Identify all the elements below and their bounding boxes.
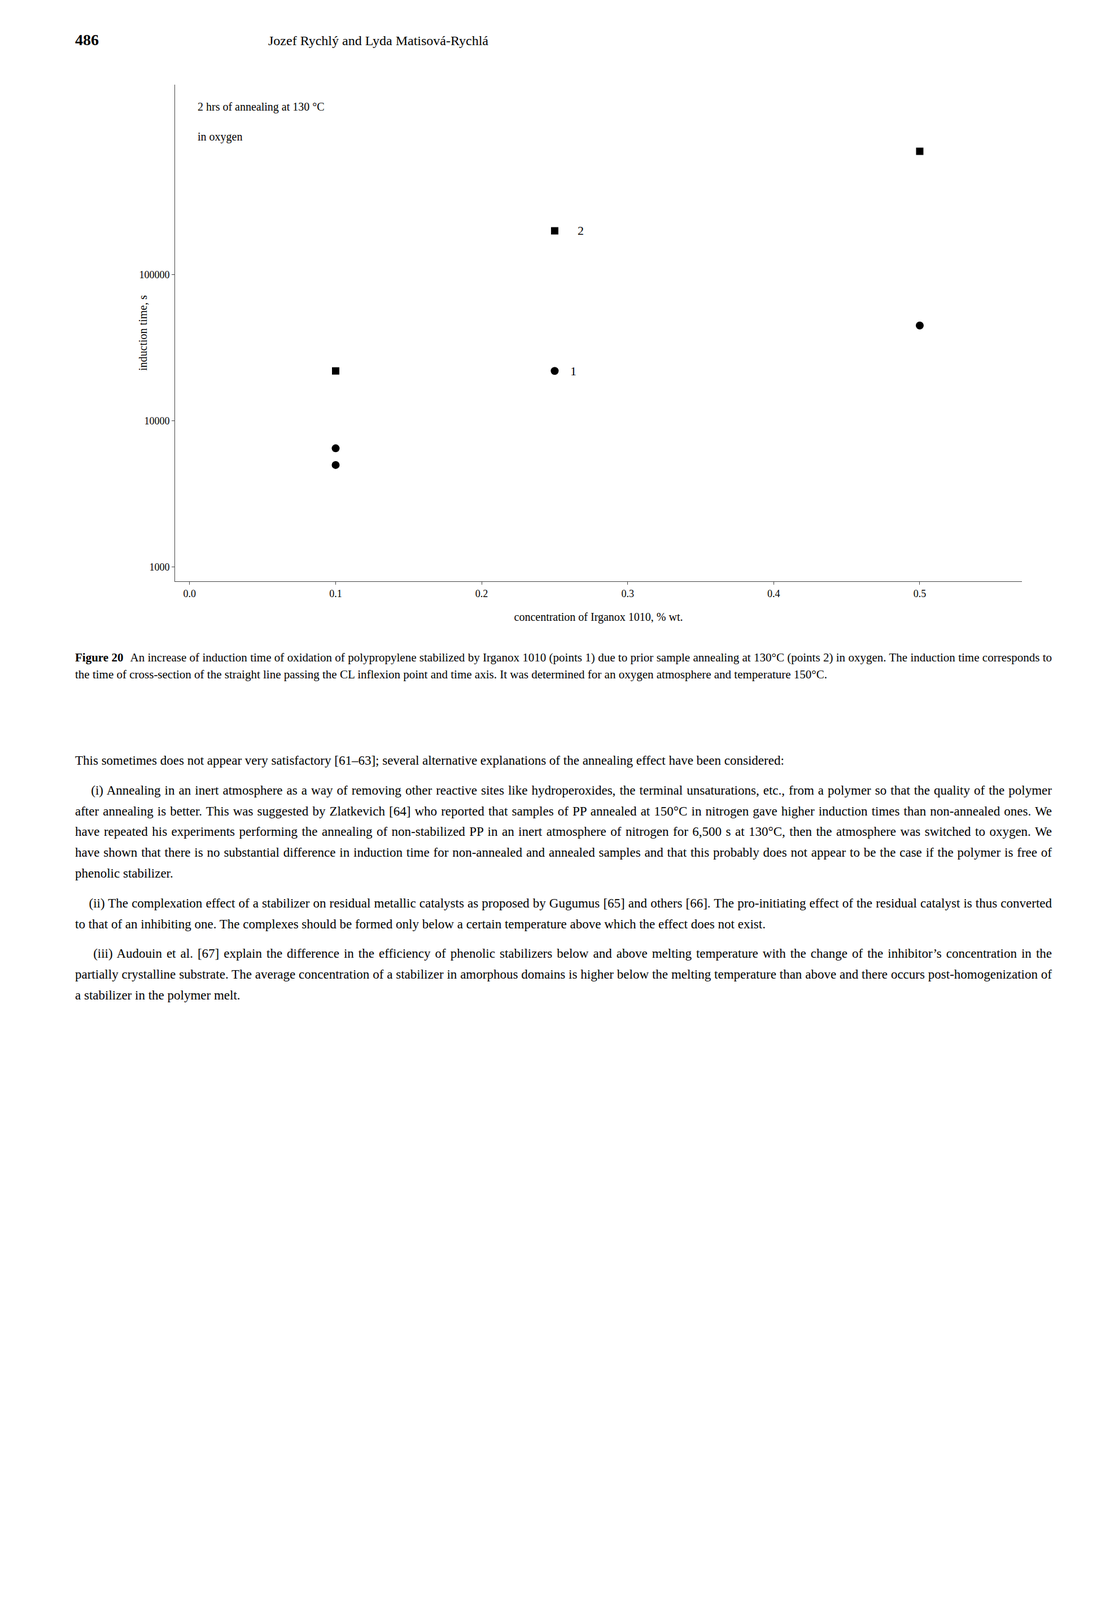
svg-text:0.1: 0.1 [329,588,343,600]
svg-text:0.5: 0.5 [913,588,927,600]
svg-text:induction time, s: induction time, s [136,295,150,371]
svg-text:0.0: 0.0 [183,588,197,600]
svg-text:10000: 10000 [143,415,170,427]
html-text:An increase of induction time: An increase of induction time of oxidati… [75,651,1052,682]
svg-text:0.4: 0.4 [767,588,781,600]
html-text:This sometimes does not appear: This sometimes does not appear very sati… [75,753,785,768]
html-text:Jozef Rychlý and Lyda Matisová: Jozef Rychlý and Lyda Matisová-Rychlá [268,33,489,48]
html-text:(iii) Audouin et al. [67] expl: (iii) Audouin et al. [67] explain the di… [75,947,1056,1003]
svg-text:2: 2 [577,223,584,238]
svg-text:0.3: 0.3 [621,588,635,600]
html-text:486: 486 [75,31,99,49]
svg-text:1000: 1000 [149,561,170,574]
svg-text:1: 1 [570,364,577,379]
svg-text:2 hrs of annealing at 130 °C: 2 hrs of annealing at 130 °C [197,100,325,114]
svg-text:in oxygen: in oxygen [197,130,243,144]
html-text:Figure 20: Figure 20 [75,651,124,665]
html-text:(ii) The complexation effect o: (ii) The complexation effect of a stabil… [75,896,1056,932]
svg-text:0.2: 0.2 [475,588,489,600]
svg-text:100000: 100000 [138,269,170,281]
html-text:(i) Annealing in an inert atmo: (i) Annealing in an inert atmosphere as … [75,783,1056,881]
svg-text:concentration of Irganox 1010,: concentration of Irganox 1010, % wt. [514,610,684,624]
